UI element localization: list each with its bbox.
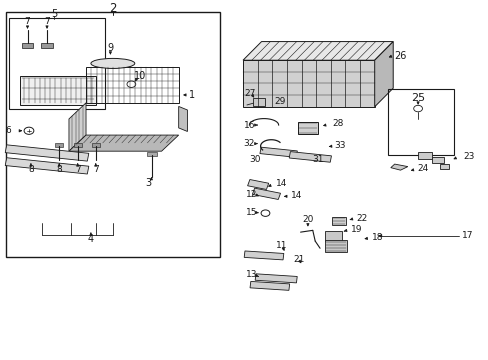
Polygon shape (255, 274, 297, 283)
Bar (417, 152, 431, 159)
Bar (20, 76, 96, 105)
Polygon shape (260, 147, 297, 157)
Text: 17: 17 (461, 231, 472, 240)
Text: 30: 30 (249, 155, 260, 164)
Text: 32: 32 (243, 139, 254, 148)
Bar (92, 143, 100, 147)
Text: 16: 16 (243, 121, 255, 130)
Bar (74, 143, 81, 147)
Bar (86, 67, 178, 103)
Text: 31: 31 (312, 155, 324, 164)
Text: 7: 7 (24, 17, 30, 26)
Polygon shape (288, 152, 331, 162)
Text: 7: 7 (44, 17, 50, 26)
Text: 23: 23 (462, 152, 473, 161)
Polygon shape (252, 188, 280, 199)
Text: 5: 5 (51, 9, 57, 19)
Text: 29: 29 (274, 97, 285, 106)
Bar (253, 98, 265, 106)
Bar (41, 42, 53, 48)
Bar (439, 164, 448, 170)
Polygon shape (178, 107, 187, 131)
Bar (21, 42, 33, 48)
Bar (9, 18, 104, 109)
Polygon shape (390, 164, 407, 170)
Text: 19: 19 (350, 225, 362, 234)
Text: 22: 22 (356, 214, 367, 223)
Text: 13: 13 (245, 270, 257, 279)
Bar (5, 12, 220, 257)
Text: 21: 21 (293, 255, 304, 264)
Text: 2: 2 (109, 3, 116, 15)
Text: 25: 25 (410, 93, 424, 103)
Polygon shape (243, 41, 392, 60)
Text: 15: 15 (245, 208, 257, 217)
Text: 14: 14 (291, 191, 302, 200)
Polygon shape (5, 158, 89, 174)
Text: 12: 12 (245, 190, 257, 199)
Text: 9: 9 (107, 43, 113, 53)
Bar (431, 157, 444, 163)
Polygon shape (243, 60, 374, 107)
Text: 20: 20 (302, 215, 313, 224)
Text: 24: 24 (417, 164, 428, 173)
Bar (298, 122, 317, 134)
Bar (331, 217, 345, 225)
Text: 8: 8 (56, 165, 62, 174)
Text: 18: 18 (371, 233, 383, 242)
Text: 7: 7 (75, 165, 81, 174)
Text: 6: 6 (5, 126, 11, 135)
Polygon shape (244, 251, 283, 260)
Text: 27: 27 (244, 89, 255, 98)
Bar (387, 89, 453, 155)
Polygon shape (249, 282, 289, 290)
Polygon shape (69, 135, 178, 151)
Text: 8: 8 (28, 165, 34, 174)
Polygon shape (69, 103, 86, 151)
Text: 10: 10 (133, 71, 145, 81)
Polygon shape (374, 41, 392, 107)
Polygon shape (247, 180, 268, 189)
Polygon shape (5, 145, 89, 161)
Text: 33: 33 (334, 141, 346, 150)
Text: 11: 11 (276, 241, 287, 250)
Bar (55, 143, 63, 147)
Text: 26: 26 (394, 50, 406, 60)
Ellipse shape (91, 58, 135, 68)
Bar (147, 152, 157, 156)
Bar (325, 240, 346, 252)
Text: 3: 3 (145, 178, 151, 188)
Text: 7: 7 (93, 165, 99, 174)
Text: 28: 28 (331, 119, 343, 128)
Text: 1: 1 (189, 90, 195, 100)
Text: 14: 14 (275, 179, 286, 188)
Bar (325, 231, 341, 241)
Text: 4: 4 (88, 234, 94, 244)
